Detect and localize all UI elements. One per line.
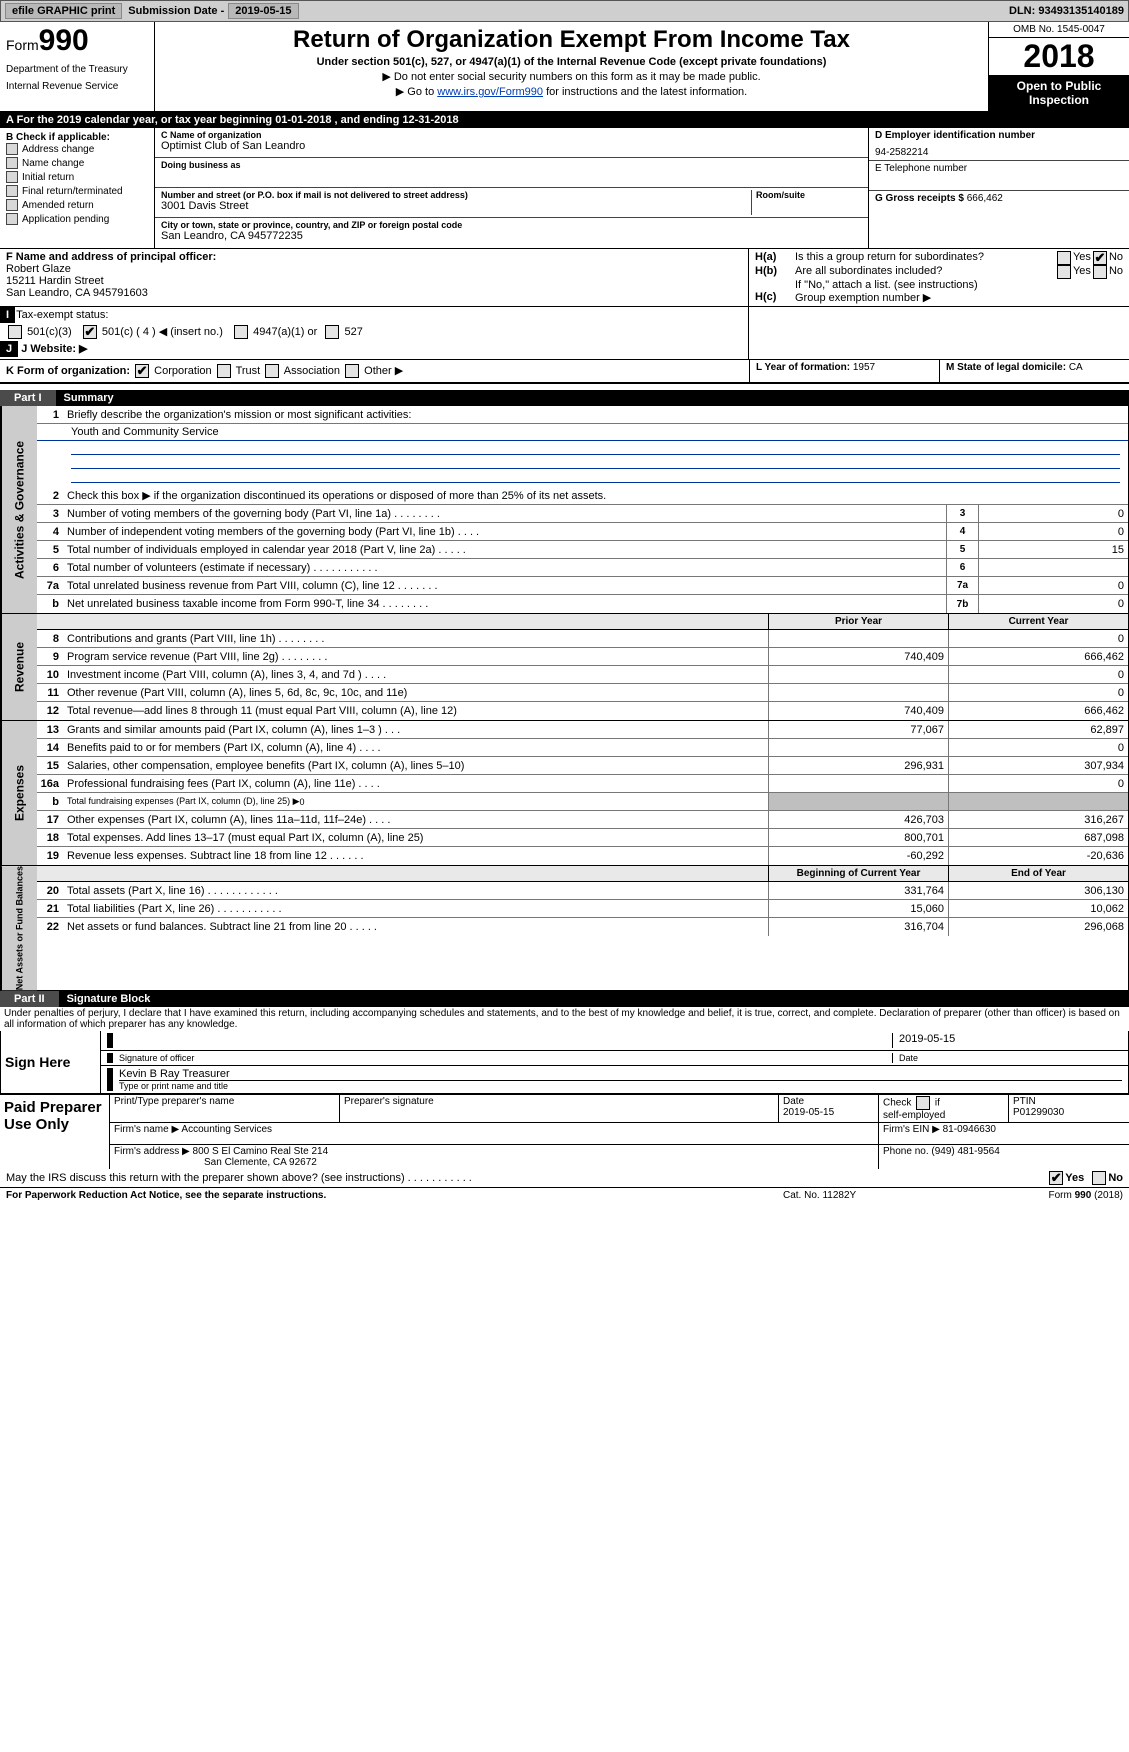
top-bar: efile GRAPHIC print Submission Date - 20…: [0, 0, 1129, 22]
signature-block: Sign Here 2019-05-15 Signature of office…: [0, 1031, 1129, 1094]
checkbox-icon[interactable]: [6, 143, 18, 155]
dln: DLN: 93493135140189: [1009, 5, 1124, 17]
part2-header: Part II Signature Block: [0, 991, 1129, 1007]
checkbox-icon[interactable]: [325, 325, 339, 339]
blank-line: [71, 455, 1120, 469]
row-ij: I Tax-exempt status: 501(c)(3) 501(c) ( …: [0, 307, 1129, 360]
perjury-statement: Under penalties of perjury, I declare th…: [0, 1007, 1129, 1031]
checkbox-icon[interactable]: [234, 325, 248, 339]
form-header: Form990 Department of the Treasury Inter…: [0, 22, 1129, 112]
checkbox-icon[interactable]: [6, 157, 18, 169]
checkbox-icon[interactable]: [8, 325, 22, 339]
checkbox-icon[interactable]: [6, 199, 18, 211]
blank-line: [71, 441, 1120, 455]
summary-revenue: Revenue Prior YearCurrent Year 8Contribu…: [0, 614, 1129, 721]
checkbox-icon[interactable]: [1057, 251, 1071, 265]
checkbox-checked-icon[interactable]: [1093, 251, 1107, 265]
summary-governance: Activities & Governance 1Briefly describ…: [0, 406, 1129, 614]
gross-receipts: 666,462: [967, 193, 1003, 204]
checkbox-icon[interactable]: [265, 364, 279, 378]
form-year-block: OMB No. 1545-0047 2018 Open to Public In…: [989, 22, 1129, 111]
checkbox-icon[interactable]: [217, 364, 231, 378]
checkbox-icon[interactable]: [1093, 265, 1107, 279]
form-title: Return of Organization Exempt From Incom…: [165, 26, 978, 54]
paid-preparer: Paid Preparer Use Only Print/Type prepar…: [0, 1094, 1129, 1169]
org-name: Optimist Club of San Leandro: [161, 140, 862, 152]
checkbox-icon[interactable]: [1057, 265, 1071, 279]
checkbox-icon[interactable]: [1092, 1171, 1106, 1185]
blank-line: [71, 469, 1120, 483]
part1-header: Part I Summary: [0, 390, 1129, 406]
checkbox-icon[interactable]: [6, 213, 18, 225]
submission-label: Submission Date -: [128, 5, 224, 17]
discuss-row: May the IRS discuss this return with the…: [0, 1169, 1129, 1188]
irs-link[interactable]: www.irs.gov/Form990: [437, 86, 543, 98]
footer: For Paperwork Reduction Act Notice, see …: [0, 1188, 1129, 1203]
form-title-block: Return of Organization Exempt From Incom…: [155, 22, 989, 111]
checkbox-checked-icon[interactable]: [83, 325, 97, 339]
efile-button[interactable]: efile GRAPHIC print: [5, 3, 122, 19]
summary-expenses: Expenses 13Grants and similar amounts pa…: [0, 721, 1129, 866]
summary-netassets: Net Assets or Fund Balances Beginning of…: [0, 866, 1129, 991]
col-b: B Check if applicable: Address change Na…: [0, 128, 155, 248]
section-bcd: B Check if applicable: Address change Na…: [0, 128, 1129, 249]
checkbox-checked-icon[interactable]: [1049, 1171, 1063, 1185]
col-c: C Name of organization Optimist Club of …: [155, 128, 869, 248]
ein: 94-2582214: [875, 147, 1123, 158]
row-fh: F Name and address of principal officer:…: [0, 249, 1129, 307]
col-d: D Employer identification number 94-2582…: [869, 128, 1129, 248]
checkbox-icon[interactable]: [6, 171, 18, 183]
checkbox-icon[interactable]: [6, 185, 18, 197]
row-a: A For the 2019 calendar year, or tax yea…: [0, 112, 1129, 128]
form-id-block: Form990 Department of the Treasury Inter…: [0, 22, 155, 111]
checkbox-checked-icon[interactable]: [135, 364, 149, 378]
submission-date: 2019-05-15: [228, 3, 298, 19]
checkbox-icon[interactable]: [345, 364, 359, 378]
checkbox-icon[interactable]: [916, 1096, 930, 1110]
